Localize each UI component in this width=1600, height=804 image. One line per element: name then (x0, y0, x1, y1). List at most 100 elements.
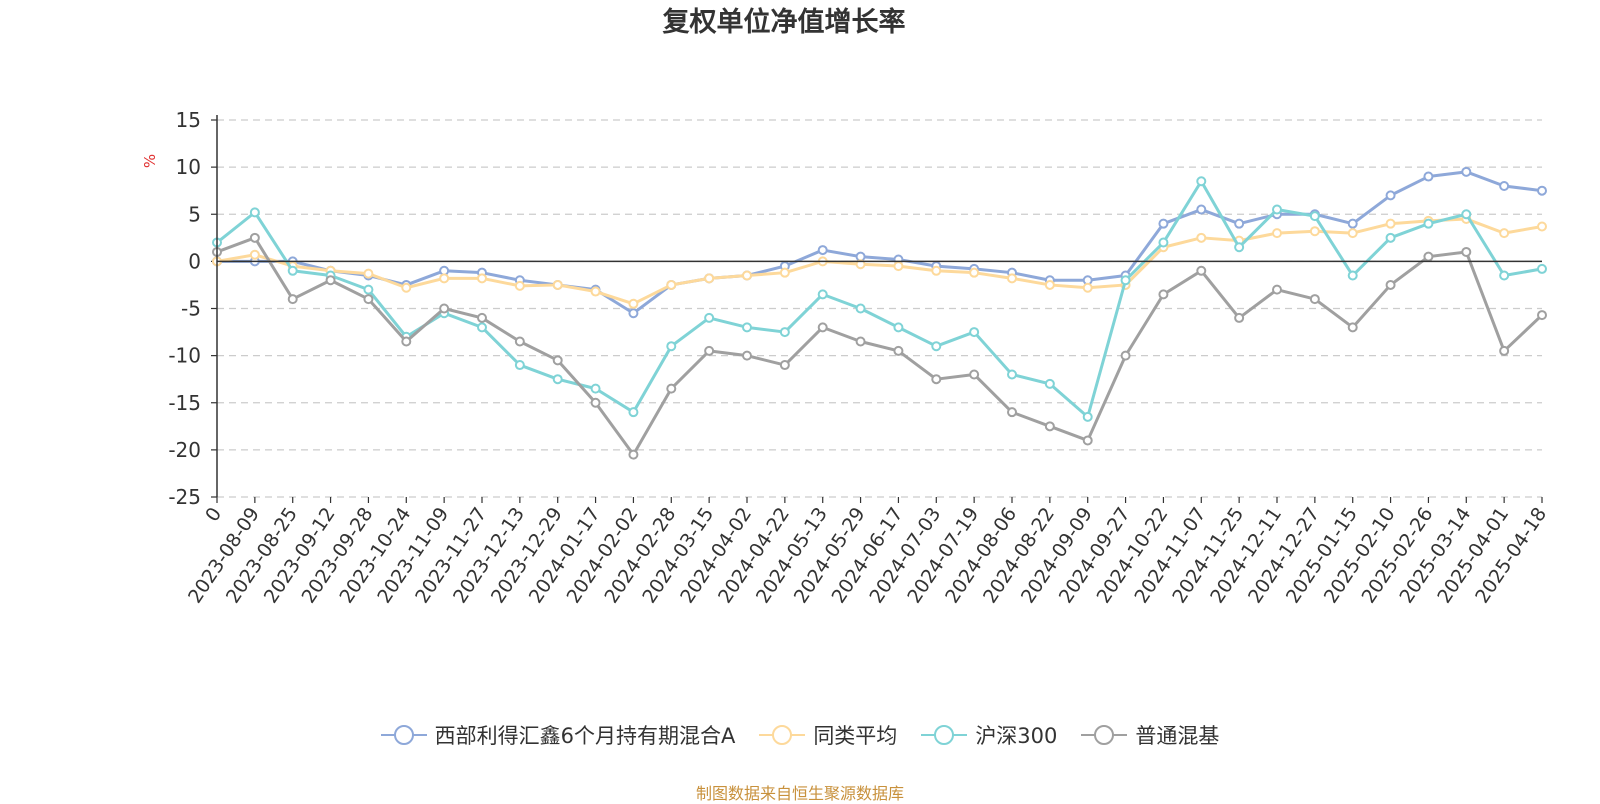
data-point (1347, 270, 1358, 281)
y-tick-label: -20 (168, 438, 201, 462)
data-point (1537, 221, 1547, 232)
legend-label: 西部利得汇鑫6个月持有期混合A (434, 724, 736, 748)
data-point (287, 265, 298, 276)
data-point (401, 282, 412, 293)
x-axis-ticks: 02023-08-092023-08-252023-09-122023-09-2… (184, 497, 1551, 607)
data-point (1158, 218, 1169, 229)
data-point (1007, 407, 1017, 418)
data-point (817, 322, 828, 333)
data-point (1196, 176, 1207, 187)
data-point (514, 336, 525, 347)
data-point (1082, 411, 1093, 422)
data-point (1272, 228, 1282, 239)
data-point (931, 265, 942, 276)
legend-item-mixed-fund[interactable]: 普通混基 (1081, 720, 1219, 750)
y-tick-label: 5 (188, 202, 201, 226)
data-point (439, 303, 450, 314)
data-point (363, 268, 374, 279)
data-point (249, 232, 260, 243)
data-point (779, 327, 790, 338)
data-point (742, 322, 752, 333)
data-point (817, 245, 828, 256)
data-point (477, 322, 487, 333)
data-point (855, 336, 866, 347)
series-line (216, 217, 1543, 306)
data-point (1347, 218, 1358, 229)
data-point (1196, 265, 1207, 276)
data-point (1537, 263, 1547, 274)
data-point (628, 298, 639, 309)
data-point (552, 374, 563, 385)
data-point (742, 350, 752, 361)
data-point (514, 280, 525, 291)
data-point (893, 322, 904, 333)
data-point (363, 284, 374, 295)
data-point (817, 289, 828, 300)
source-note: 制图数据来自恒生聚源数据库 (695, 784, 904, 803)
data-point (666, 279, 677, 290)
data-point (401, 336, 412, 347)
data-point (1044, 378, 1055, 389)
series-line (216, 179, 1543, 419)
legend-marker-icon (380, 725, 427, 745)
data-point (1082, 435, 1093, 446)
data-point (1234, 242, 1245, 253)
data-point (628, 407, 639, 418)
data-point (1537, 310, 1547, 321)
data-point (1309, 294, 1320, 305)
data-point (552, 279, 563, 290)
series-line (216, 236, 1544, 457)
legend-item-fund[interactable]: 西部利得汇鑫6个月持有期混合A (380, 720, 736, 750)
legend-item-peer-average[interactable]: 同类平均 (759, 720, 897, 750)
data-point (1499, 270, 1510, 281)
data-point (1158, 289, 1169, 300)
data-point (1461, 209, 1472, 220)
data-point (1234, 312, 1245, 323)
y-tick-label: -5 (181, 297, 201, 321)
data-point (1196, 232, 1207, 243)
data-point (363, 294, 374, 305)
data-point (1007, 369, 1017, 380)
data-point (1499, 345, 1510, 356)
y-axis-ticks: 15 10 5 0 -5 -10 -15 -20 -25 (168, 108, 217, 509)
data-point (1272, 204, 1282, 215)
data-point (1347, 228, 1358, 239)
legend-marker-icon (759, 725, 806, 745)
data-point (1385, 232, 1396, 243)
data-point (704, 312, 715, 323)
data-point (1423, 171, 1434, 182)
data-point (666, 383, 677, 394)
data-point (893, 261, 904, 272)
series-group (212, 176, 1547, 422)
data-point (552, 355, 563, 366)
data-point (1309, 211, 1320, 222)
data-point (1499, 180, 1510, 191)
legend-item-csi300[interactable]: 沪深300 (921, 720, 1057, 750)
data-point (590, 397, 601, 408)
data-point (249, 207, 260, 218)
data-point (893, 345, 904, 356)
data-point (1423, 251, 1434, 262)
data-point (779, 267, 790, 278)
data-point (779, 360, 790, 371)
data-point (1120, 350, 1131, 361)
data-point (590, 383, 601, 394)
data-point (704, 273, 715, 284)
data-point (287, 294, 298, 305)
y-tick-label: -10 (168, 344, 201, 368)
x-tick-label: 0 (201, 503, 226, 525)
series-lines (212, 166, 1547, 460)
data-point (1385, 190, 1396, 201)
data-point (1044, 421, 1055, 432)
data-point (439, 273, 450, 284)
data-point (590, 286, 601, 297)
data-point (1196, 204, 1207, 215)
data-point (1537, 185, 1547, 196)
data-point (666, 341, 677, 352)
chart-title: 复权单位净值增长率 (663, 6, 906, 38)
legend-label: 同类平均 (813, 724, 898, 748)
data-point (1461, 246, 1472, 257)
legend-label: 普通混基 (1135, 724, 1220, 748)
data-point (1499, 228, 1510, 239)
